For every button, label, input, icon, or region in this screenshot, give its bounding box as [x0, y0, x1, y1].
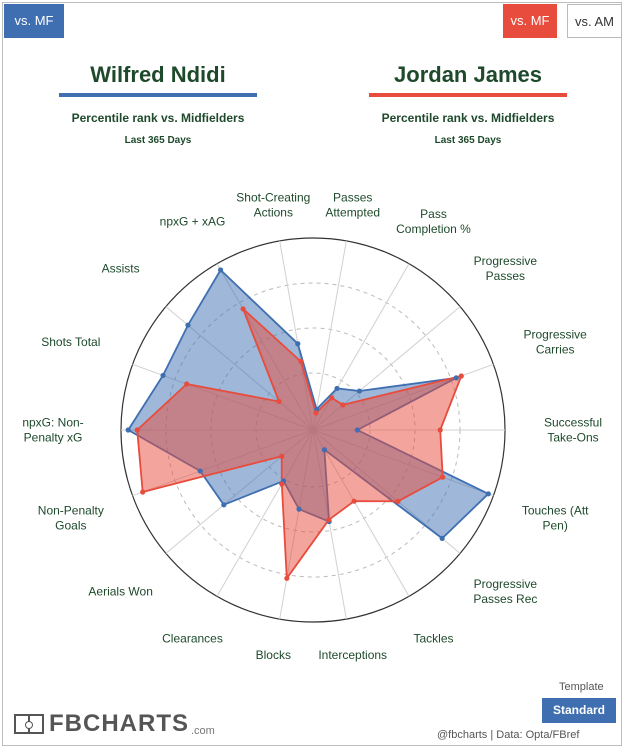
data-point: [218, 267, 224, 273]
data-point: [279, 481, 285, 487]
tab-right-vs-am[interactable]: vs. AM: [567, 4, 622, 38]
fbcharts-logo: FBCHARTS .com: [14, 706, 215, 742]
left-player-underline: [59, 93, 257, 97]
standard-template-button[interactable]: Standard: [542, 698, 616, 723]
axis-label: Touches (Att Pen): [522, 504, 589, 533]
axis-label: npxG: Non-Penalty xG: [22, 416, 83, 445]
axis-label: Aerials Won: [88, 584, 152, 598]
axis-label: Progressive Passes: [474, 254, 538, 283]
axis-label: Clearances: [162, 632, 223, 646]
right-player-subtitle: Percentile rank vs. Midfielders: [381, 111, 555, 125]
tab-left-vs-mf[interactable]: vs. MF: [4, 4, 64, 38]
axis-label: Tackles: [413, 632, 453, 646]
right-player-period: Last 365 Days: [434, 135, 502, 146]
data-point: [125, 427, 131, 433]
data-point: [197, 468, 203, 474]
axis-label: Progressive Carries: [523, 327, 587, 356]
data-point: [356, 388, 363, 394]
pitch-icon: [14, 714, 44, 734]
data-point: [453, 375, 459, 381]
data-point: [351, 498, 357, 504]
data-point: [240, 306, 246, 312]
logo-text: FBCHARTS: [49, 710, 189, 737]
radar-series: [125, 267, 491, 581]
data-point: [334, 385, 340, 392]
axis-label: Blocks: [256, 648, 291, 662]
data-point: [184, 381, 190, 387]
data-point: [326, 517, 332, 523]
data-point: [321, 447, 327, 453]
data-point: [329, 395, 335, 401]
data-point: [458, 373, 464, 379]
data-point: [354, 427, 360, 433]
data-point: [340, 402, 346, 408]
data-point: [437, 427, 443, 433]
data-point: [185, 322, 191, 328]
data-point: [284, 575, 290, 581]
data-point: [160, 372, 166, 379]
axis-label: Assists: [102, 262, 140, 276]
axis-label: Passes Attempted: [325, 190, 380, 219]
axis-label: Shots Total: [41, 335, 100, 349]
data-point: [221, 502, 227, 508]
data-point: [279, 453, 285, 459]
left-player-period: Last 365 Days: [124, 135, 192, 146]
data-point: [439, 535, 445, 541]
axis-label: Shot-Creating Actions: [236, 190, 310, 219]
data-point: [485, 491, 491, 497]
data-point: [313, 410, 319, 416]
data-point: [395, 498, 401, 504]
left-player-subtitle: Percentile rank vs. Midfielders: [71, 111, 245, 125]
axis-label: Pass Completion %: [396, 207, 471, 236]
axis-label: Non-Penalty Goals: [38, 504, 104, 533]
axis-label: npxG + xAG: [160, 214, 226, 228]
right-player-underline: [369, 93, 567, 97]
radar-axis-labels: Passes Attempted Pass Completion %Progressi…: [22, 190, 602, 662]
data-credits: @fbcharts | Data: Opta/FBref: [437, 729, 580, 741]
left-player-name: Wilfred Ndidi: [90, 62, 226, 87]
data-point: [440, 474, 446, 480]
data-point: [134, 427, 140, 433]
axis-label: Progressive Passes Rec: [473, 577, 537, 606]
data-point: [296, 506, 302, 512]
data-point: [276, 398, 282, 405]
data-point: [140, 489, 146, 495]
template-label: Template: [559, 681, 604, 693]
logo-suffix: .com: [191, 725, 215, 737]
data-point: [295, 341, 301, 347]
data-point: [298, 358, 304, 365]
axis-label: Successful Take-Ons: [544, 416, 602, 445]
right-player-name: Jordan James: [394, 62, 542, 87]
tab-right-vs-mf[interactable]: vs. MF: [503, 4, 557, 38]
axis-label: Interceptions: [318, 648, 387, 662]
radar-spoke: [312, 240, 347, 431]
